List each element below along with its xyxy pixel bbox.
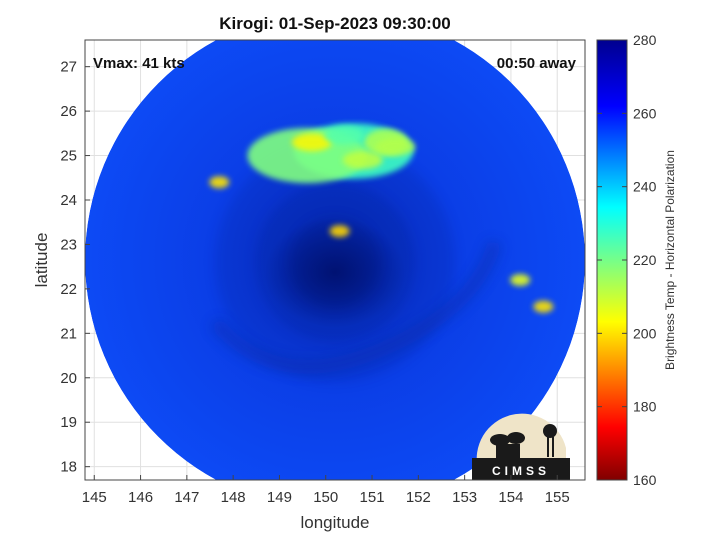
warm-center (265, 217, 405, 328)
x-tick-label: 147 (174, 489, 199, 506)
cold-cloud-feature (329, 225, 350, 238)
vmax-annotation: Vmax: 41 kts (93, 55, 185, 72)
colorbar-tick-label: 280 (633, 32, 657, 48)
y-axis-ticks: 18 19 20 21 22 23 24 25 26 27 (60, 59, 90, 476)
colorbar-tick-label: 260 (633, 105, 657, 121)
y-tick-label: 27 (60, 59, 77, 76)
y-tick-label: 21 (60, 325, 77, 342)
y-tick-label: 25 (60, 148, 77, 165)
cimss-logo: CIMSS (472, 413, 570, 480)
brightness-temp-swath (85, 40, 585, 480)
x-tick-label: 153 (452, 489, 477, 506)
colorbar: 160 180 200 220 240 260 280 Brightness Temp - … (596, 32, 677, 488)
x-tick-label: 154 (498, 489, 523, 506)
y-tick-label: 26 (60, 103, 77, 120)
cold-cloud-feature (510, 274, 531, 286)
x-tick-label: 145 (82, 489, 107, 506)
satellite-dish-icon (490, 434, 510, 446)
y-tick-label: 19 (60, 414, 77, 431)
y-tick-label: 18 (60, 459, 77, 476)
cold-cloud-feature (291, 133, 332, 152)
spiral-band (209, 240, 502, 374)
chart-title: Kirogi: 01-Sep-2023 09:30:00 (219, 14, 451, 33)
cold-cloud-feature (209, 176, 230, 189)
y-tick-label: 24 (60, 192, 77, 209)
y-tick-label: 23 (60, 236, 77, 253)
cold-cloud-feature (324, 126, 365, 145)
colorbar-tick-label: 180 (633, 399, 657, 415)
axes-box (84, 39, 586, 481)
y-tick-label: 20 (60, 370, 77, 387)
y-tick-label: 22 (60, 281, 77, 298)
x-tick-label: 148 (221, 489, 246, 506)
time-away-annotation: 00:50 away (497, 55, 577, 72)
cold-cloud-feature (375, 137, 416, 156)
colorbar-label: Brightness Temp - Horizontal Polarizatio… (663, 150, 677, 370)
colorbar-tick-label: 160 (633, 472, 657, 488)
colorbar-tick-label: 240 (633, 179, 657, 195)
x-tick-label: 150 (313, 489, 338, 506)
cold-cloud-feature (533, 300, 554, 313)
x-tick-label: 149 (267, 489, 292, 506)
x-tick-label: 152 (406, 489, 431, 506)
x-tick-label: 151 (360, 489, 385, 506)
colorbar-tick-label: 200 (633, 325, 657, 341)
cold-cloud-feature (342, 151, 383, 169)
y-axis-label: latitude (32, 233, 51, 288)
x-axis-label: longitude (300, 513, 369, 532)
logo-text: CIMSS (492, 464, 550, 478)
x-tick-label: 146 (128, 489, 153, 506)
x-tick-label: 155 (545, 489, 570, 506)
x-axis-ticks: 145 146 147 148 149 150 151 152 153 154 155 (82, 475, 570, 506)
colorbar-tick-label: 220 (633, 252, 657, 268)
water-tower-icon (543, 424, 557, 438)
